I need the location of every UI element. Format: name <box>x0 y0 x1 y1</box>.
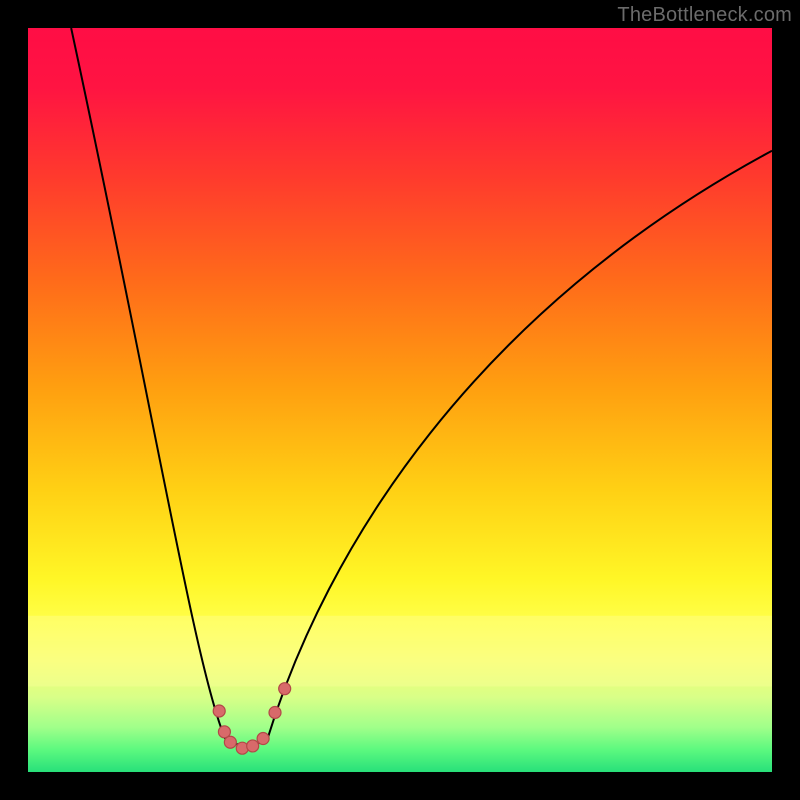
marker-point <box>257 733 269 745</box>
marker-point <box>224 736 236 748</box>
highlight-band <box>28 616 772 687</box>
watermark-text: TheBottleneck.com <box>617 4 792 27</box>
marker-point <box>213 705 225 717</box>
marker-point <box>247 740 259 752</box>
chart-container: TheBottleneck.com <box>0 0 800 800</box>
bottleneck-curve-chart <box>0 0 800 800</box>
marker-point <box>279 683 291 695</box>
marker-point <box>269 706 281 718</box>
